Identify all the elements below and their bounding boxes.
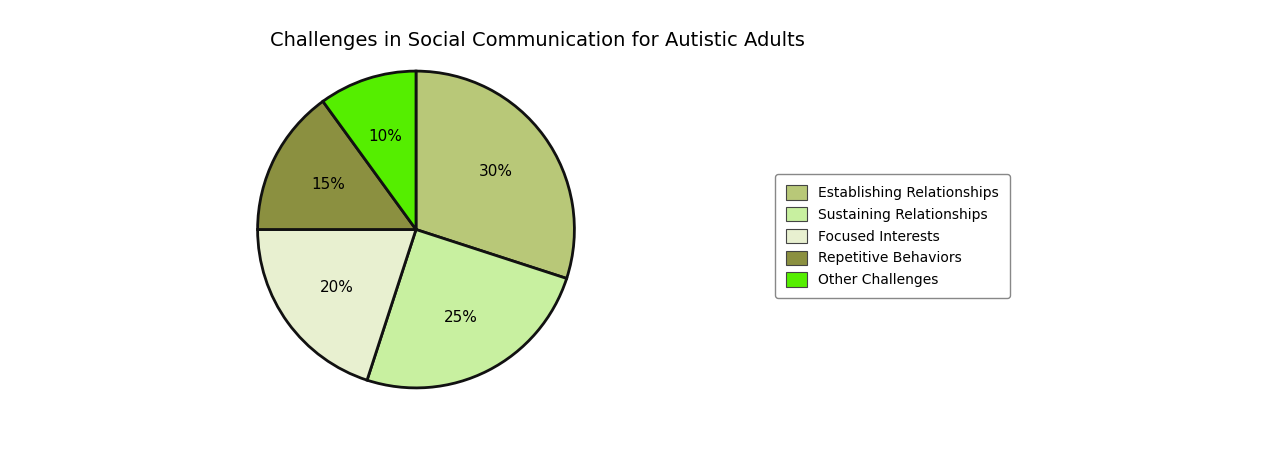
- Text: 25%: 25%: [444, 310, 477, 324]
- Wedge shape: [323, 71, 416, 229]
- Wedge shape: [257, 230, 416, 380]
- Text: Challenges in Social Communication for Autistic Adults: Challenges in Social Communication for A…: [270, 32, 805, 50]
- Wedge shape: [257, 101, 416, 230]
- Wedge shape: [416, 71, 575, 279]
- Wedge shape: [367, 230, 567, 388]
- Text: 10%: 10%: [369, 129, 403, 144]
- Legend: Establishing Relationships, Sustaining Relationships, Focused Interests, Repetit: Establishing Relationships, Sustaining R…: [774, 174, 1010, 298]
- Text: 15%: 15%: [311, 177, 346, 193]
- Text: 20%: 20%: [320, 280, 353, 295]
- Text: 30%: 30%: [479, 164, 512, 179]
